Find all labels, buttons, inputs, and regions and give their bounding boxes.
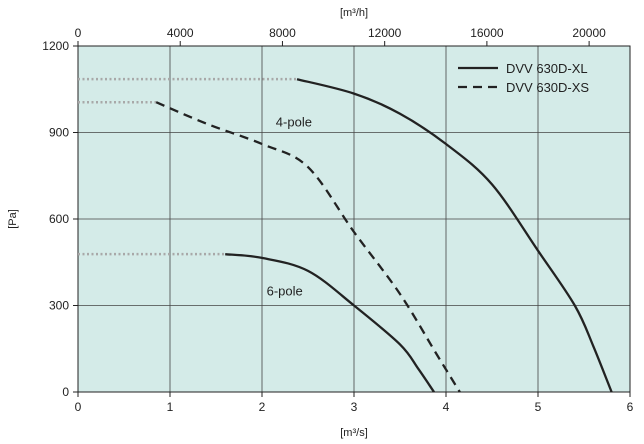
y-tick-label: 1200	[42, 39, 69, 53]
x2-tick-label: 8000	[269, 26, 296, 40]
x2-tick-label: 12000	[368, 26, 402, 40]
legend-label: DVV 630D-XL	[506, 61, 588, 76]
curve-annotation: 4-pole	[276, 115, 312, 130]
y-tick-label: 600	[49, 212, 69, 226]
x-tick-label: 3	[351, 400, 358, 414]
series-line-dvv-630d-xl	[296, 78, 613, 393]
x-tick-label: 5	[535, 400, 542, 414]
series-line-dvv-630d-xs	[155, 101, 461, 393]
y-tick-label: 300	[49, 299, 69, 313]
x-tick-label: 1	[167, 400, 174, 414]
x-tick-label: 4	[443, 400, 450, 414]
curve-annotation: 6-pole	[267, 283, 303, 298]
x2-tick-label: 20000	[572, 26, 606, 40]
y-tick-label: 900	[49, 126, 69, 140]
x-tick-label: 0	[75, 400, 82, 414]
x-tick-label: 2	[259, 400, 266, 414]
x-tick-label: 6	[627, 400, 634, 414]
x2-tick-label: 4000	[167, 26, 194, 40]
x2-tick-label: 0	[75, 26, 82, 40]
x-axis-label: [m³/s]	[340, 427, 368, 439]
y-tick-label: 0	[62, 385, 69, 399]
y-axis-label: [Pa]	[7, 209, 19, 229]
x2-axis-label: [m³/h]	[340, 7, 368, 19]
x2-tick-label: 16000	[470, 26, 504, 40]
series-line-6-pole	[225, 253, 435, 393]
legend-label: DVV 630D-XS	[506, 80, 589, 95]
